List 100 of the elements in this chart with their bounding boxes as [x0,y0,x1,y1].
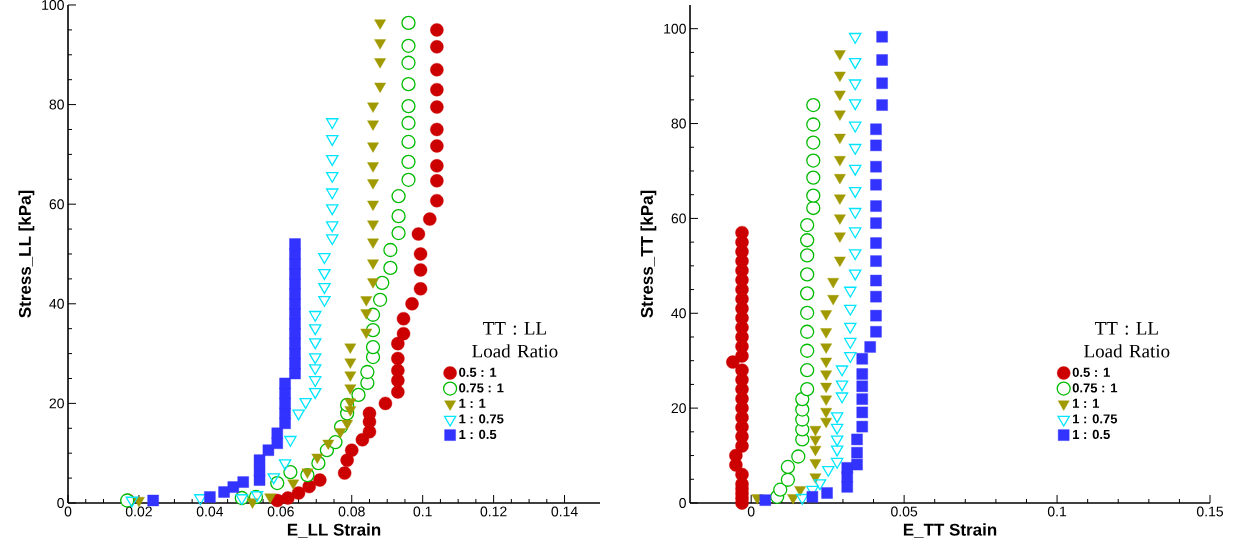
point [430,139,444,153]
y-tick-label: 20 [49,398,64,409]
point [800,343,815,358]
point [834,90,846,101]
point [308,310,322,322]
legend-label: 1 : 1 [459,398,486,408]
point [325,188,339,200]
y-tick-label: 100 [42,0,64,10]
point [391,363,405,378]
point [308,353,322,365]
point [325,171,339,183]
point [813,479,827,491]
point [322,439,335,450]
point [383,242,398,258]
point [334,428,347,439]
point [791,449,806,464]
point [378,396,393,411]
point [374,82,386,93]
point [367,120,379,131]
point [820,328,832,339]
point [253,464,266,477]
point [292,409,305,421]
point [360,364,375,380]
point [430,100,444,114]
point [253,454,266,466]
point [413,263,428,277]
x-axis-title: E_LL Strain [287,523,381,538]
point [870,179,882,191]
point [844,286,857,298]
point [271,437,283,449]
point [830,412,844,424]
point [806,153,821,168]
point [430,159,444,173]
point [401,154,416,169]
point [870,326,882,338]
point [413,282,428,296]
y-axis-title: Stress_LL [kPa] [18,190,35,318]
point [856,380,868,393]
y-tick-label: 60 [49,199,64,210]
legend-label: 0.5 : 1 [459,367,497,377]
point [308,338,322,350]
point [401,98,416,114]
point [367,278,379,289]
point [401,172,416,187]
y-tick-label: 40 [49,298,64,309]
point [308,376,322,388]
point [401,115,416,131]
point [360,309,373,320]
point [876,77,888,89]
point [735,225,749,240]
point [341,419,353,430]
y-tick-label: 20 [671,403,686,414]
point [726,355,740,369]
point [287,479,300,490]
point [308,388,322,400]
point [367,142,379,153]
point [759,494,771,506]
point [325,118,339,130]
point [834,156,846,167]
point [279,377,291,390]
point [299,397,312,410]
point [834,133,846,145]
x-tick-label: 0.15 [1196,506,1224,517]
y-tick-label: 40 [671,308,686,319]
point [844,304,857,316]
point [830,445,844,457]
x-tick-label: 0.02 [125,506,152,517]
point [411,227,426,241]
point [374,39,386,50]
point [830,457,844,469]
point [344,358,357,369]
y-tick-label: 80 [49,99,64,110]
point [876,54,888,66]
point [834,110,846,121]
point [844,352,857,364]
point [848,249,862,261]
point [401,55,416,70]
point [800,324,815,339]
point [835,392,849,404]
point [262,444,275,456]
point [325,221,339,233]
point [284,435,297,447]
point [267,473,280,485]
x-tick-label: 0.08 [338,506,365,517]
point [800,382,815,397]
point [876,99,888,111]
point [391,208,406,224]
point [820,395,832,406]
legend-label: 1 : 0.5 [1073,429,1110,440]
point [367,102,379,113]
point [360,328,373,339]
point [735,467,749,482]
point [360,296,373,307]
point [844,337,857,349]
point [773,482,788,497]
legend-label: 1 : 0.75 [1073,414,1118,424]
x-tick-label: 0 [64,506,72,517]
point [848,143,862,155]
point [367,200,379,211]
point [834,194,846,205]
